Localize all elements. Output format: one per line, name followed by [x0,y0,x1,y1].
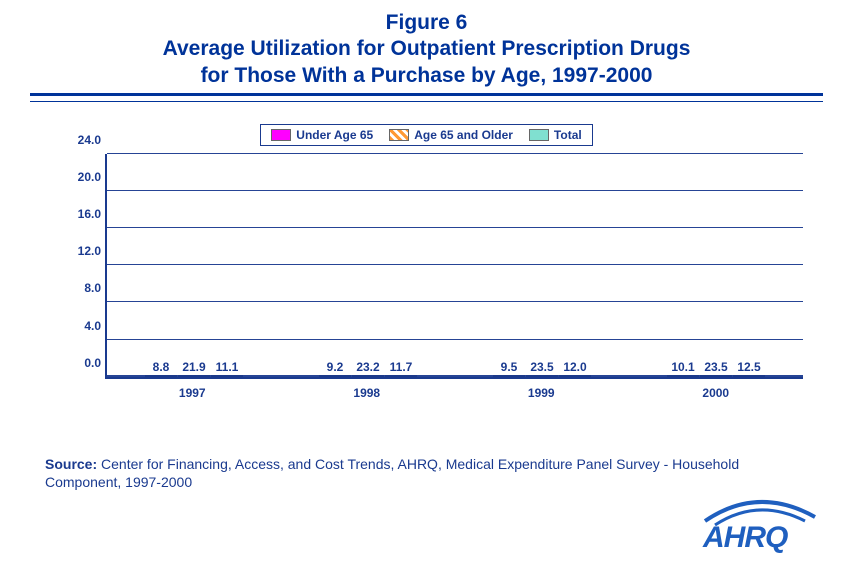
gridline [107,264,803,265]
bar-value-label: 21.9 [182,360,205,376]
legend-label: Under Age 65 [296,128,373,142]
gridline [107,301,803,302]
bar-group: 10.1 23.5 12.5 [629,154,803,377]
bar-value-label: 23.2 [356,360,379,376]
gridline [107,153,803,154]
source-label: Source: [45,456,97,472]
gridline [107,375,803,377]
y-tick-label: 12.0 [78,244,107,258]
x-tick-label: 2000 [629,382,804,404]
bar-value-label: 12.5 [737,360,760,376]
x-axis-labels: 1997199819992000 [105,382,803,404]
legend-swatch [529,129,549,141]
x-tick-label: 1998 [280,382,455,404]
y-tick-label: 4.0 [84,319,107,333]
y-tick-label: 16.0 [78,207,107,221]
title-line-2: for Those With a Purchase by Age, 1997-2… [0,63,853,89]
legend-item: Under Age 65 [271,128,373,142]
legend-swatch [271,129,291,141]
ahrq-logo: AHRQ [693,493,823,553]
bar-value-label: 10.1 [671,360,694,376]
bar-group: 8.8 21.9 11.1 [107,154,281,377]
x-tick-label: 1999 [454,382,629,404]
bar-value-label: 11.7 [390,360,413,376]
bar-value-label: 11.1 [216,360,239,376]
bar-value-label: 12.0 [563,360,586,376]
svg-text:AHRQ: AHRQ [702,521,788,553]
source-note: Source: Center for Financing, Access, an… [45,455,793,491]
title-line-1: Average Utilization for Outpatient Presc… [0,36,853,62]
y-tick-label: 0.0 [84,356,107,370]
gridline [107,190,803,191]
source-text: Center for Financing, Access, and Cost T… [45,456,739,490]
title-rule [30,93,823,102]
figure-label: Figure 6 [0,10,853,36]
title-block: Figure 6 Average Utilization for Outpati… [0,0,853,89]
legend-item: Age 65 and Older [389,128,513,142]
gridline [107,227,803,228]
bar-value-label: 9.2 [327,360,344,376]
bar-groups: 8.8 21.9 11.1 9.2 23.2 11.7 9.5 23.5 12.0 10.1 23.… [107,154,803,377]
legend-label: Age 65 and Older [414,128,513,142]
bar-value-label: 8.8 [153,360,170,376]
chart: 8.8 21.9 11.1 9.2 23.2 11.7 9.5 23.5 12.0 10.1 23.… [50,154,813,404]
bar-group: 9.2 23.2 11.7 [281,154,455,377]
bar-group: 9.5 23.5 12.0 [455,154,629,377]
legend: Under Age 65 Age 65 and Older Total [260,124,592,146]
x-tick-label: 1997 [105,382,280,404]
legend-item: Total [529,128,582,142]
y-tick-label: 20.0 [78,170,107,184]
legend-swatch [389,129,409,141]
y-tick-label: 24.0 [78,133,107,147]
gridline [107,339,803,340]
legend-label: Total [554,128,582,142]
plot-area: 8.8 21.9 11.1 9.2 23.2 11.7 9.5 23.5 12.0 10.1 23.… [105,154,803,379]
y-tick-label: 8.0 [84,281,107,295]
bar-value-label: 23.5 [530,360,553,376]
bar-value-label: 23.5 [704,360,727,376]
bar-value-label: 9.5 [501,360,518,376]
